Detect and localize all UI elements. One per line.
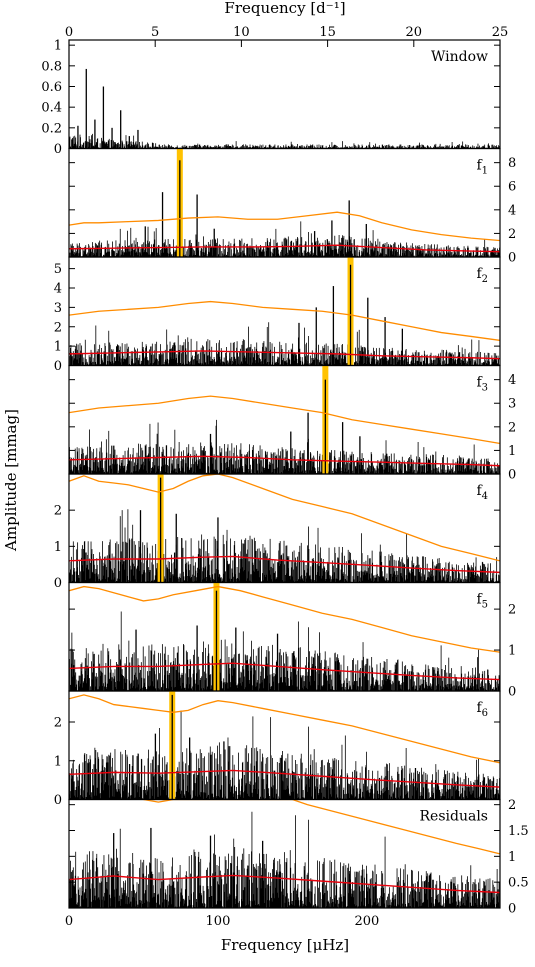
panel-label: f1 xyxy=(476,158,488,177)
significance-curve xyxy=(69,694,500,764)
y-tick-label: 3 xyxy=(54,301,62,316)
y-tick-label: 1 xyxy=(54,340,62,355)
top-x-tick-label: 5 xyxy=(151,25,159,40)
panel-2: 0 2 4 6 8 f1 xyxy=(68,147,516,266)
y-tick-label: 0.5 xyxy=(508,876,529,891)
noise-curve xyxy=(69,350,500,360)
y-tick-label: 0 xyxy=(54,793,62,808)
y-tick-label: 0 xyxy=(54,359,62,374)
bottom-axis-title: Frequency [μHz] xyxy=(221,936,349,954)
y-tick-label: 4 xyxy=(54,282,62,297)
y-tick-label: 2 xyxy=(508,420,516,435)
top-x-tick-label: 0 xyxy=(65,25,73,40)
spectrum-noise xyxy=(69,611,500,691)
y-tick-label: 1 xyxy=(54,540,62,555)
y-tick-label: 3 xyxy=(508,397,516,412)
y-tick-label: 0 xyxy=(508,902,516,917)
y-tick-label: 1.5 xyxy=(508,824,529,839)
y-tick-label: 0 xyxy=(508,685,516,700)
noise-curve xyxy=(69,244,500,253)
y-tick-label: 2 xyxy=(54,716,62,731)
panel-label-subscript: 4 xyxy=(482,491,488,502)
y-axis-title: Amplitude [mmag] xyxy=(2,409,20,552)
panel-label-subscript: 6 xyxy=(482,708,488,719)
y-tick-label: 2 xyxy=(508,798,516,813)
y-tick-label: 2 xyxy=(54,320,62,335)
panel-label: f5 xyxy=(476,592,488,611)
bottom-x-tick-label: 0 xyxy=(65,914,73,929)
top-axis-title: Frequency [d⁻¹] xyxy=(224,0,345,17)
panel-frame xyxy=(68,798,501,909)
significance-curve xyxy=(69,585,500,653)
top-x-tick-label: 15 xyxy=(319,25,336,40)
panel-6: 0 1 2 f5 xyxy=(68,581,516,700)
panel-label-subscript: 1 xyxy=(482,166,488,177)
y-tick-label: 6 xyxy=(508,180,516,195)
panel-4: 0 1 2 3 4 f3 xyxy=(68,364,516,483)
spectrum-noise xyxy=(69,419,500,474)
noise-curve xyxy=(69,769,500,788)
y-tick-label: 0 xyxy=(508,468,516,483)
significance-curve xyxy=(69,211,500,242)
y-tick-label: 1 xyxy=(508,644,516,659)
panel-3: 0 1 2 3 4 5 f2 xyxy=(54,256,501,374)
y-tick-label: 2 xyxy=(54,504,62,519)
top-x-tick-label: 25 xyxy=(492,25,509,40)
panel-5: 0 1 2 f4 xyxy=(54,473,501,591)
y-tick-label: 5 xyxy=(54,262,62,277)
y-tick-label: 0 xyxy=(54,576,62,591)
y-tick-label: 0.2 xyxy=(41,121,62,136)
y-tick-label: 0 xyxy=(54,142,62,157)
y-tick-label: 0.6 xyxy=(41,80,62,95)
panel-label: f6 xyxy=(476,700,488,719)
panel-label: Window xyxy=(431,49,488,65)
spectrum-noise xyxy=(69,322,500,366)
top-x-tick-label: 20 xyxy=(406,25,423,40)
noise-curve xyxy=(69,555,500,574)
panel-label-subscript: 3 xyxy=(482,383,488,394)
panel-label: Residuals xyxy=(420,809,488,825)
y-tick-label: 2 xyxy=(508,603,516,618)
panel-frame xyxy=(68,256,501,367)
spectrum-noise xyxy=(69,133,500,149)
significance-curve xyxy=(69,395,500,444)
y-tick-label: 0.4 xyxy=(41,101,62,116)
significance-curve xyxy=(69,300,500,341)
noise-curve xyxy=(69,874,500,894)
bottom-x-tick-label: 200 xyxy=(354,914,379,929)
spectrum-noise xyxy=(69,221,500,257)
y-tick-label: 8 xyxy=(508,156,516,171)
panel-label-subscript: 5 xyxy=(482,600,488,611)
panel-label-subscript: 2 xyxy=(482,274,488,285)
spectrum-noise xyxy=(69,509,500,583)
noise-curve xyxy=(69,662,500,681)
top-x-tick-label: 10 xyxy=(233,25,250,40)
y-tick-label: 0.8 xyxy=(41,59,62,74)
panel-8: 0 0.5 1 1.5 2 Residuals xyxy=(68,798,529,917)
spectrum-noise xyxy=(69,811,500,908)
y-tick-label: 0 xyxy=(508,251,516,266)
y-tick-label: 2 xyxy=(508,227,516,242)
panel-label: f4 xyxy=(476,483,488,502)
panel-7: 0 1 2 f6 xyxy=(54,690,501,808)
panel-1: 0 0.2 0.4 0.6 0.8 1 Window xyxy=(41,39,501,157)
y-tick-label: 4 xyxy=(508,373,516,388)
panel-frame xyxy=(68,147,501,258)
spectrum-noise xyxy=(69,710,500,800)
y-tick-label: 1 xyxy=(508,850,516,865)
y-tick-label: 1 xyxy=(54,754,62,769)
bottom-x-tick-label: 100 xyxy=(206,914,231,929)
y-tick-label: 1 xyxy=(508,444,516,459)
noise-curve xyxy=(69,455,500,467)
y-tick-label: 4 xyxy=(508,203,516,218)
panel-label: f2 xyxy=(476,266,488,285)
significance-curve xyxy=(69,474,500,562)
y-tick-label: 1 xyxy=(54,39,62,54)
panel-label: f3 xyxy=(476,375,488,394)
